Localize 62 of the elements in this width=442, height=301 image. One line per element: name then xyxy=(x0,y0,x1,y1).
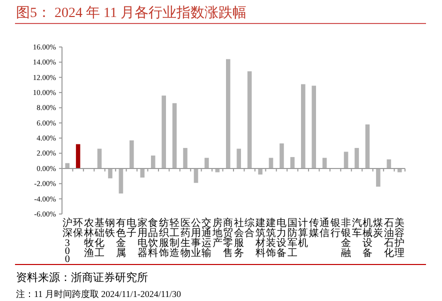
x-tick-label: 国防军工 xyxy=(287,218,298,259)
chart-title: 图5： 2024 年 11 月各行业指数涨跌幅 xyxy=(16,5,246,21)
x-tick-label: 公用事业 xyxy=(190,217,201,259)
bar xyxy=(226,59,230,168)
bar xyxy=(97,148,102,168)
x-tick-label: 农林牧渔 xyxy=(82,218,94,259)
x-tick-label: 电子 xyxy=(126,217,137,239)
x-tick-label: 食品饮料 xyxy=(147,217,158,259)
bar xyxy=(247,71,252,168)
x-tick-label: 建筑材料 xyxy=(254,217,266,259)
x-tick-label: 商贸零售 xyxy=(223,217,234,259)
x-tick-label: 石油石化 xyxy=(384,218,394,259)
x-tick-label: 电力设备 xyxy=(276,217,287,259)
x-tick-label: 钢铁 xyxy=(104,218,116,239)
x-tick-label: 汽车 xyxy=(352,217,362,239)
bar xyxy=(172,103,177,168)
x-tick-label: 机械设备 xyxy=(362,217,372,259)
x-tick-label: 美容护理 xyxy=(394,217,405,259)
x-tick-label: 交通运输 xyxy=(202,217,212,259)
x-tick-label: 环保 xyxy=(73,218,84,239)
x-tick-label: 沪深300 xyxy=(62,217,72,265)
x-tick-label: 基础化工 xyxy=(94,217,105,259)
x-tick-label: 轻工制造 xyxy=(170,217,180,259)
bar xyxy=(150,156,156,168)
bar xyxy=(65,163,70,168)
bar xyxy=(397,168,402,172)
x-tick-label: 医药生物 xyxy=(180,218,190,259)
x-tick-label: 有色金属 xyxy=(116,217,126,259)
x-tick-label: 传媒 xyxy=(308,218,319,239)
bar xyxy=(108,168,112,178)
bar xyxy=(118,168,124,194)
bar xyxy=(258,168,262,175)
bar xyxy=(162,96,166,168)
bar xyxy=(130,140,134,168)
bar xyxy=(312,86,316,168)
bar xyxy=(301,84,306,168)
bar xyxy=(280,143,284,168)
bar xyxy=(290,157,295,168)
x-tick-label: 房地产 xyxy=(211,217,222,249)
x-tick-label: 银行 xyxy=(329,218,340,239)
x-tick-label: 建筑装饰 xyxy=(265,217,276,259)
x-tick-label: 社会服务 xyxy=(234,217,244,259)
x-tick-label: 综合 xyxy=(244,217,255,239)
x-tick-label: 计算机 xyxy=(298,217,308,249)
text: 资料来源：浙商证券研究所 xyxy=(16,271,148,284)
bar xyxy=(376,168,380,187)
bar xyxy=(183,148,188,168)
bar xyxy=(76,144,80,168)
bar xyxy=(140,168,145,178)
bar xyxy=(204,158,209,168)
text: 注：11 月时间跨度取 2024/11/1-2024/11/30 xyxy=(16,289,182,299)
x-tick-label: 纺织服饰 xyxy=(158,217,169,259)
bar xyxy=(365,124,370,168)
bar xyxy=(322,158,327,168)
x-tick-label: 家用电器 xyxy=(137,217,148,259)
x-tick-label: 通信 xyxy=(320,217,330,239)
x-tick-label: 煤炭 xyxy=(373,217,384,239)
x-tick-label: 非银金融 xyxy=(340,217,352,259)
bar xyxy=(236,148,242,168)
bar xyxy=(354,148,359,168)
bar xyxy=(194,168,198,183)
bar xyxy=(344,152,348,168)
